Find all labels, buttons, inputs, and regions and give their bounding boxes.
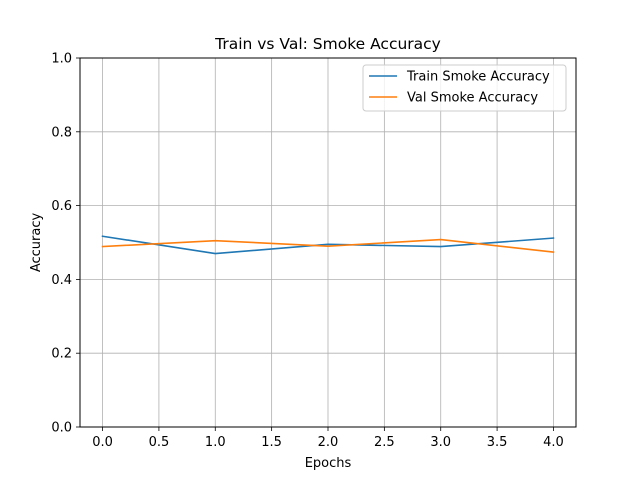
y-tick-label: 0.8 [51,125,72,140]
y-tick-label: 1.0 [51,52,72,67]
x-tick-label: 3.5 [487,435,508,450]
x-tick-label: 0.0 [92,435,113,450]
axis-ticks: 0.0 0.5 1.0 1.5 2.0 2.5 3.0 3.5 4.0 0.0 0.2 0.4 0.6 0… [51,52,563,451]
chart-title: Train vs Val: Smoke Accuracy [214,35,441,53]
x-axis-label: Epochs [305,456,352,471]
series-layer [101,235,555,255]
y-axis-label: Accuracy [29,213,44,273]
legend-label: Val Smoke Accuracy [407,91,538,106]
x-tick-label: 3.0 [430,435,451,450]
x-tick-label: 0.5 [149,435,170,450]
legend-label: Train Smoke Accuracy [406,70,550,85]
y-tick-label: 0.2 [51,347,72,362]
x-tick-label: 4.0 [543,435,564,450]
y-tick-label: 0.4 [51,273,72,288]
x-tick-label: 2.5 [374,435,395,450]
x-tick-label: 1.5 [261,435,282,450]
legend-box [362,64,567,112]
y-tick-label: 0.0 [51,421,72,436]
legend: Train Smoke Accuracy Val Smoke Accuracy [362,64,567,112]
x-tick-label: 2.0 [318,435,339,450]
series-line-1 [101,238,555,253]
x-tick-label: 1.0 [205,435,226,450]
y-tick-label: 0.6 [51,199,72,214]
